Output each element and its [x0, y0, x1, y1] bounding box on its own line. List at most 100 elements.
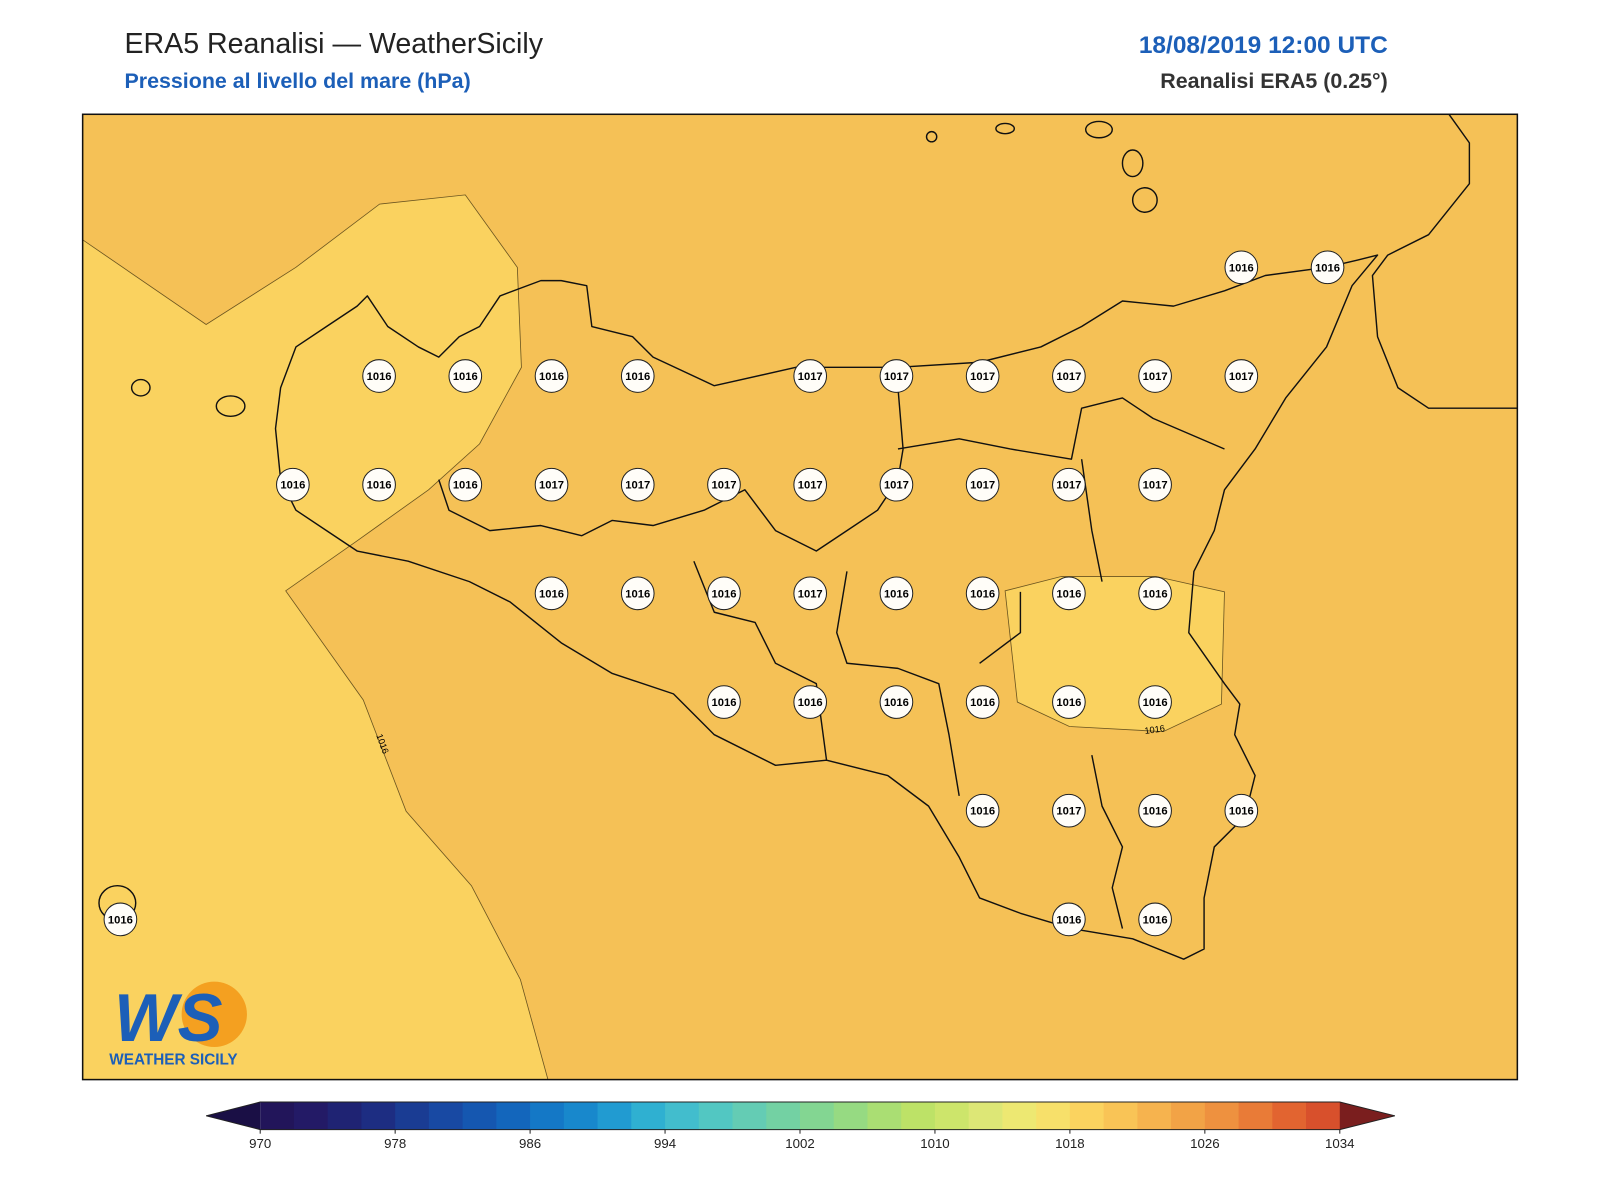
station-marker — [965, 576, 1000, 611]
station-marker — [965, 359, 1000, 393]
colorbar-bin — [1238, 1102, 1273, 1130]
station-value: 1016 — [1143, 697, 1168, 709]
colorbar-tick-label: 1010 — [920, 1136, 949, 1151]
station-value: 1016 — [1143, 914, 1168, 926]
map-frame — [81, 113, 1519, 1081]
station-marker — [1052, 793, 1086, 828]
colorbar-bin — [462, 1102, 497, 1130]
colorbar-tick-label: 978 — [384, 1136, 406, 1151]
station-marker — [1052, 359, 1086, 393]
station-marker — [1310, 250, 1345, 285]
colorbar: 970 978 986 994 1002 1010 1018 1026 1034 — [205, 1101, 1396, 1151]
station-value: 1017 — [798, 588, 823, 600]
station-marker — [965, 685, 1000, 719]
colorbar-bin — [327, 1102, 362, 1130]
station-marker — [534, 359, 569, 393]
station-marker — [1052, 467, 1086, 502]
logo-name: WEATHER SICILY — [109, 1051, 237, 1068]
colorbar-bin — [428, 1102, 464, 1130]
colorbar-bin — [698, 1102, 734, 1130]
colorbar-bin — [496, 1102, 531, 1130]
station-marker — [879, 467, 914, 502]
colorbar-tick-label: 994 — [654, 1136, 676, 1151]
station-marker — [1224, 250, 1259, 285]
station-value: 1016 — [884, 697, 909, 709]
colorbar-bin — [563, 1102, 599, 1130]
colorbar-bin — [1103, 1102, 1138, 1130]
station-marker — [1138, 793, 1172, 828]
colorbar-tick-label: 970 — [249, 1136, 271, 1151]
colorbar-bin — [901, 1102, 936, 1130]
station-value: 1016 — [1143, 806, 1168, 818]
station-value: 1016 — [711, 588, 736, 600]
station-value: 1016 — [970, 588, 995, 600]
station-value: 1017 — [970, 480, 995, 492]
logo-mark: WS — [114, 981, 223, 1056]
station-value: 1016 — [453, 480, 478, 492]
colorbar-bin — [1272, 1102, 1307, 1130]
station-value: 1016 — [711, 697, 736, 709]
colorbar-under — [206, 1102, 261, 1130]
source: Reanalisi ERA5 (0.25°) — [1160, 69, 1387, 93]
colorbar-bin — [766, 1102, 801, 1130]
colorbar-tick-label: 986 — [519, 1136, 541, 1151]
station-marker — [620, 576, 655, 611]
station-marker — [1224, 359, 1259, 393]
station-marker — [879, 359, 914, 393]
station-value: 1017 — [970, 371, 995, 383]
stations: 1016 1016 1016 1016 1016 1016 1017 1017 1017 1017… — [103, 250, 1345, 937]
station-value: 1016 — [1143, 588, 1168, 600]
station-value: 1017 — [539, 480, 564, 492]
title: ERA5 Reanalisi — WeatherSicily — [124, 28, 543, 60]
station-value: 1016 — [108, 914, 133, 926]
colorbar-bin — [1002, 1102, 1037, 1130]
station-value: 1017 — [711, 480, 736, 492]
colorbar-bin — [1137, 1102, 1172, 1130]
station-value: 1016 — [798, 697, 823, 709]
sicily-coast — [274, 254, 1379, 960]
station-marker — [879, 685, 914, 719]
station-value: 1017 — [1056, 806, 1081, 818]
station-value: 1016 — [884, 588, 909, 600]
station-marker — [534, 576, 569, 611]
station-marker — [707, 685, 741, 719]
station-value: 1016 — [539, 371, 564, 383]
colorbar-bin — [395, 1102, 430, 1130]
station-marker — [965, 467, 1000, 502]
station-value: 1016 — [625, 588, 650, 600]
colorbar-bin — [260, 1102, 295, 1130]
colorbar-bin — [934, 1102, 970, 1130]
colorbar-bin — [530, 1102, 565, 1130]
logo-sun — [181, 981, 247, 1047]
station-marker — [620, 359, 655, 393]
colorbar-over — [1339, 1102, 1395, 1130]
station-marker — [793, 359, 828, 393]
station-value: 1017 — [884, 371, 909, 383]
calabria-coast — [1371, 114, 1518, 409]
colorbar-bin — [1171, 1102, 1206, 1130]
station-value: 1017 — [1056, 371, 1081, 383]
station-marker — [707, 467, 741, 502]
station-value: 1017 — [1229, 371, 1254, 383]
colorbar-bin — [361, 1102, 396, 1130]
station-marker — [103, 902, 138, 937]
station-marker — [362, 467, 396, 502]
station-marker — [793, 576, 828, 611]
station-value: 1016 — [1056, 588, 1081, 600]
station-marker — [1052, 685, 1086, 719]
colorbar-tick-label: 1026 — [1190, 1136, 1219, 1151]
station-value: 1016 — [625, 371, 650, 383]
station-marker — [1052, 576, 1086, 611]
colorbar-bin — [1306, 1102, 1341, 1130]
colorbar-bin — [597, 1102, 632, 1130]
station-marker — [1052, 902, 1086, 937]
colorbar-tick-label: 1034 — [1325, 1136, 1354, 1151]
colorbar-tick-label: 1018 — [1055, 1136, 1084, 1151]
station-value: 1016 — [539, 588, 564, 600]
station-marker — [1138, 576, 1172, 611]
station-marker — [1138, 467, 1172, 502]
colorbar-tick-label: 1002 — [785, 1136, 814, 1151]
station-marker — [620, 467, 655, 502]
